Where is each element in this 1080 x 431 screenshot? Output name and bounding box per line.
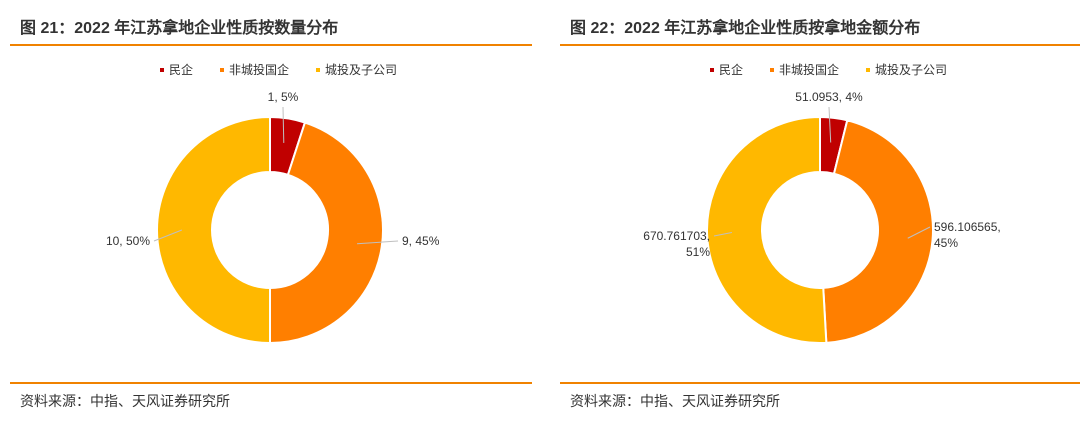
data-label-2: 51%: [686, 245, 710, 259]
chart-panel-quantity: 图 21：2022 年江苏拿地企业性质按数量分布 民企 非城投国企 城投及子公司 1,…: [0, 0, 532, 431]
source-note: 资料来源：中指、天风证券研究所: [570, 393, 780, 409]
source-note: 资料来源：中指、天风证券研究所: [20, 393, 230, 409]
data-label-1: 45%: [934, 236, 958, 250]
leader-line-1: [357, 240, 399, 245]
leader-line-0: [282, 106, 285, 143]
data-label-0: 1, 5%: [268, 90, 299, 104]
legend-swatch-2: [316, 68, 320, 72]
donut-chart-amount: 民企 非城投国企 城投及子公司 51.0953, 4% 596.106565, 45% 67…: [643, 62, 1001, 344]
legend-label-2: 城投及子公司: [875, 62, 947, 77]
data-label-1: 9, 45%: [402, 234, 440, 248]
legend-label-0: 民企: [719, 62, 743, 77]
leader-line-2: [153, 229, 183, 242]
data-label-2: 670.761703,: [643, 229, 710, 243]
leader-line-2: [713, 231, 732, 237]
legend-swatch-1: [770, 68, 774, 72]
donut-chart-quantity: 民企 非城投国企 城投及子公司 1, 5% 9, 45% 10, 50%: [106, 62, 440, 345]
leader-line-0: [828, 106, 832, 143]
source-divider: [560, 382, 1080, 384]
legend-swatch-2: [866, 68, 870, 72]
donut-slice-2: [156, 115, 271, 345]
data-label-0: 51.0953, 4%: [795, 90, 863, 104]
donut-slice-1: [269, 121, 384, 345]
title-divider: [10, 44, 532, 46]
legend-label-2: 城投及子公司: [325, 62, 397, 77]
data-label-1: 596.106565,: [934, 220, 1001, 234]
data-label-2: 10, 50%: [106, 234, 150, 248]
leader-line-1: [907, 226, 931, 239]
chart-title: 图 22：2022 年江苏拿地企业性质按拿地金额分布: [570, 20, 921, 37]
legend-swatch-0: [710, 68, 714, 72]
legend-swatch-0: [160, 68, 164, 72]
legend-label-1: 非城投国企: [779, 62, 839, 77]
legend-label-0: 民企: [169, 62, 193, 77]
chart-panel-amount: 图 22：2022 年江苏拿地企业性质按拿地金额分布 民企 非城投国企 城投及子公司…: [550, 0, 1080, 431]
source-divider: [10, 382, 532, 384]
chart-title: 图 21：2022 年江苏拿地企业性质按数量分布: [20, 20, 339, 37]
donut-slice-1: [822, 119, 934, 344]
legend-label-1: 非城投国企: [229, 62, 289, 77]
title-divider: [560, 44, 1080, 46]
legend-swatch-1: [220, 68, 224, 72]
donut-slice-2: [706, 115, 828, 344]
